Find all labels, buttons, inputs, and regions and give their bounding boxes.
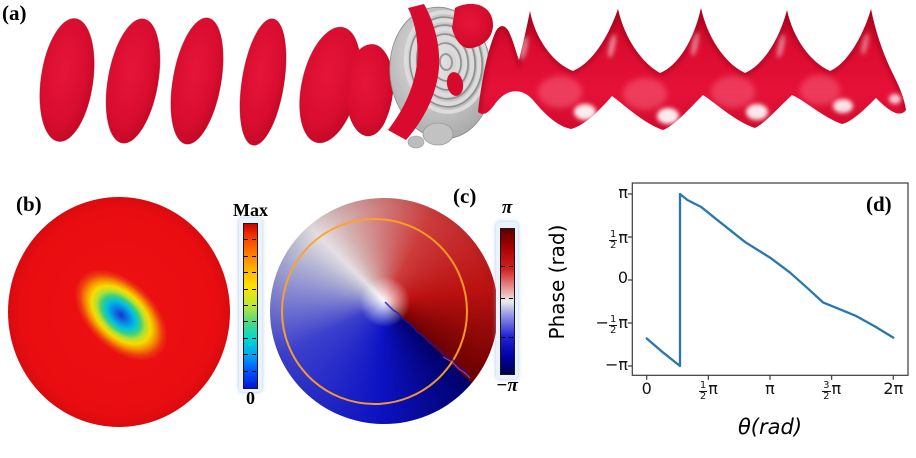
colorbar-tick [244, 354, 248, 356]
colorbar-tick [244, 255, 248, 257]
panel-d-label: (d) [866, 192, 892, 216]
phase-colorbar-max-label: π [501, 197, 513, 218]
beam-transition-blob [345, 44, 394, 137]
panel-a-label: (a) [2, 1, 27, 25]
specular-highlights [520, 32, 901, 124]
helical-wavefront-surface [478, 8, 906, 130]
colorbar-tick [244, 321, 248, 323]
plot-frame [631, 182, 909, 376]
colorbar-tick [501, 336, 505, 338]
beam-disk-1 [39, 18, 95, 142]
phase-curve [645, 192, 895, 368]
red-curl-top [452, 3, 494, 49]
colorbar-tick [252, 288, 256, 290]
colorbar-tick [244, 305, 248, 306]
colorbar-tick [252, 255, 256, 257]
phase-discontinuity-overlay [384, 301, 471, 379]
y-tick-label: π [618, 183, 628, 202]
phase-branch-cut-purple-tint [442, 356, 471, 379]
colorbar-tick [501, 297, 505, 299]
phase-map-disk [270, 198, 498, 424]
beam-disk-3 [170, 17, 224, 145]
y-tick-label: −π [604, 355, 628, 374]
phase-branch-cut-jagged-line [384, 301, 471, 379]
panel-a-3d-render [39, 3, 906, 149]
panel-b-label: (b) [16, 192, 42, 216]
colorbar-tick [252, 321, 256, 323]
x-tick-label: 0 [641, 379, 652, 398]
plate-lower-fragment-small [407, 135, 425, 149]
y-tick-label: −1 2 π [595, 313, 628, 336]
colorbar-tick [252, 370, 256, 372]
panel-b-intensity-map [8, 197, 230, 427]
colorbar-tick [244, 272, 248, 274]
colorbar-tick [509, 265, 513, 267]
intensity-colorbar [243, 223, 258, 389]
intensity-colorbar-min-label: 0 [246, 388, 255, 408]
panel-c-label: (c) [453, 184, 477, 208]
colorbar-tick [509, 297, 513, 299]
intensity-dip-ellipse [74, 269, 168, 361]
red-swirl-band [388, 4, 440, 140]
intensity-colorbar-max-label: Max [233, 200, 268, 220]
colorbar-tick [252, 239, 256, 241]
colorbar-tick [252, 354, 256, 356]
phase-vs-theta-plot [627, 182, 909, 380]
colorbar-tick [509, 336, 513, 338]
plate-lower-fragment [422, 122, 454, 146]
colorbar-tick [244, 288, 248, 290]
beam-cross-section-disks [39, 17, 394, 146]
x-tick-label: 2π [883, 379, 904, 398]
colorbar-tick [252, 337, 256, 339]
y-tick-label: 0 [617, 268, 628, 287]
orange-sampling-circle [281, 218, 468, 405]
phase-colorbar [500, 228, 515, 375]
colorbar-tick [244, 370, 248, 372]
beam-disk-2 [105, 18, 161, 144]
spiral-phase-plate [388, 3, 494, 149]
x-tick-label: π [765, 379, 775, 398]
x-axis-label: θ(rad) [737, 415, 803, 439]
phase-colorbar-min-label: −π [496, 375, 518, 396]
colorbar-tick [244, 337, 248, 339]
colorbar-tick [501, 265, 505, 267]
colorbar-tick [244, 239, 248, 241]
colorbar-tick [252, 272, 256, 274]
colorbar-tick [252, 305, 256, 306]
red-through-plate [446, 72, 464, 96]
beam-disk-4 [239, 18, 287, 146]
